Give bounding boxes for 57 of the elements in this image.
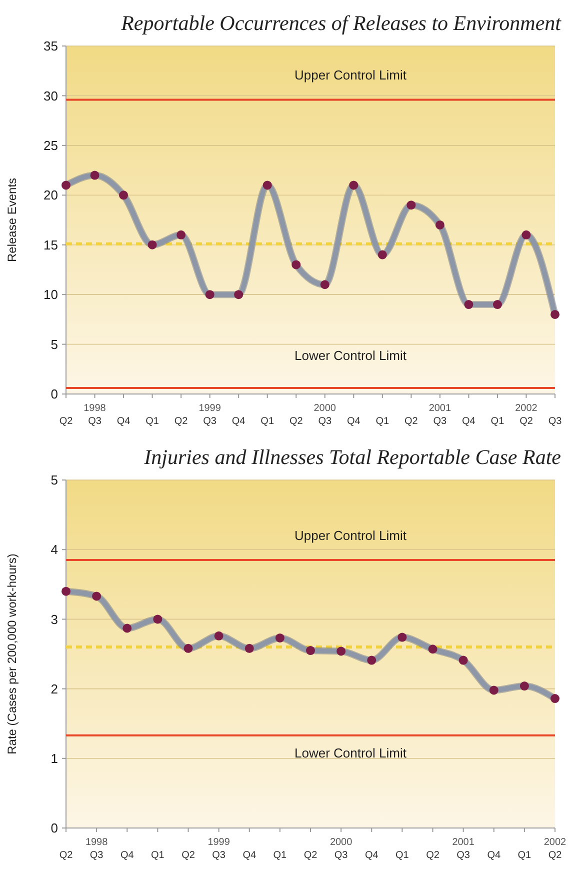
x-tick-label: Q1	[260, 416, 274, 427]
x-tick-label: 2002 Q2	[515, 403, 538, 427]
x-tick-label: Q1	[273, 850, 288, 861]
y-tick-label: 20	[44, 188, 58, 203]
y-tick-label: 30	[44, 88, 58, 104]
y-tick-label: 4	[50, 542, 58, 558]
x-tick-label: Q2	[59, 850, 74, 861]
x-tick-label: Q4	[242, 850, 256, 861]
x-tick-label: Q2	[182, 850, 196, 861]
y-tick-label: 0	[50, 386, 58, 402]
x-tick-label: Q4	[116, 416, 131, 427]
x-tick-label: Q1	[376, 416, 390, 427]
x-tick-label: 2002 Q2	[544, 837, 567, 861]
y-tick-label: 1	[50, 750, 58, 766]
chart-title: Injuries and Illnesses Total Reportable Case Rate	[143, 445, 561, 469]
x-tick-label: Q2	[59, 416, 74, 427]
y-tick-label: 5	[50, 336, 58, 352]
x-tick-label: Q3	[548, 416, 562, 427]
x-tick-label: 1998 Q3	[85, 837, 108, 861]
y-tick-label: 5	[50, 472, 58, 488]
x-tick-label: Q2	[426, 850, 440, 861]
x-tick-label: Q4	[120, 850, 134, 861]
x-tick-label: Q4	[487, 850, 501, 861]
y-axis-title: Release Events	[5, 178, 19, 262]
y-tick-label: 15	[44, 237, 58, 252]
y-tick-label: 0	[50, 820, 58, 836]
ref-line-label: Upper Control Limit	[294, 528, 407, 544]
x-tick-label: Q2	[174, 416, 188, 427]
y-tick-label: 10	[44, 287, 58, 302]
x-tick-label: Q1	[146, 416, 160, 427]
x-tick-label: 2000 Q3	[330, 837, 353, 861]
x-tick-label: Q1	[151, 850, 165, 861]
x-tick-label: Q1	[490, 416, 505, 427]
y-tick-label: 2	[50, 681, 58, 696]
ref-line-label: Lower Control Limit	[294, 745, 407, 760]
y-tick-label: 25	[44, 138, 58, 153]
x-tick-label: 1998 Q3	[84, 403, 106, 427]
ref-line-label: Upper Control Limit	[294, 68, 407, 83]
x-tick-label: 1999 Q3	[198, 403, 222, 427]
x-tick-label: Q2	[304, 850, 318, 861]
x-tick-label: 1999 Q3	[208, 837, 230, 861]
y-tick-label: 3	[50, 612, 58, 627]
y-tick-label: 35	[44, 38, 58, 54]
x-tick-label: Q2	[289, 416, 304, 427]
x-tick-label: Q4	[346, 416, 361, 427]
x-tick-label: Q1	[396, 850, 410, 861]
x-tick-label: Q4	[364, 850, 379, 861]
y-axis-title: Rate (Cases per 200,000 work-hours)	[5, 554, 19, 754]
ref-line-label: Lower Control Limit	[294, 348, 407, 364]
chart-title: Reportable Occurrences of Releases to Environment	[120, 11, 562, 35]
x-tick-label: Q1	[518, 850, 532, 861]
x-tick-label: 2001 Q3	[452, 837, 475, 861]
x-tick-label: Q4	[232, 416, 246, 427]
x-tick-label: 2001 Q3	[428, 403, 452, 427]
x-tick-label: Q4	[462, 416, 476, 427]
x-tick-label: Q2	[404, 416, 418, 427]
x-tick-label: 2000 Q3	[314, 403, 336, 427]
